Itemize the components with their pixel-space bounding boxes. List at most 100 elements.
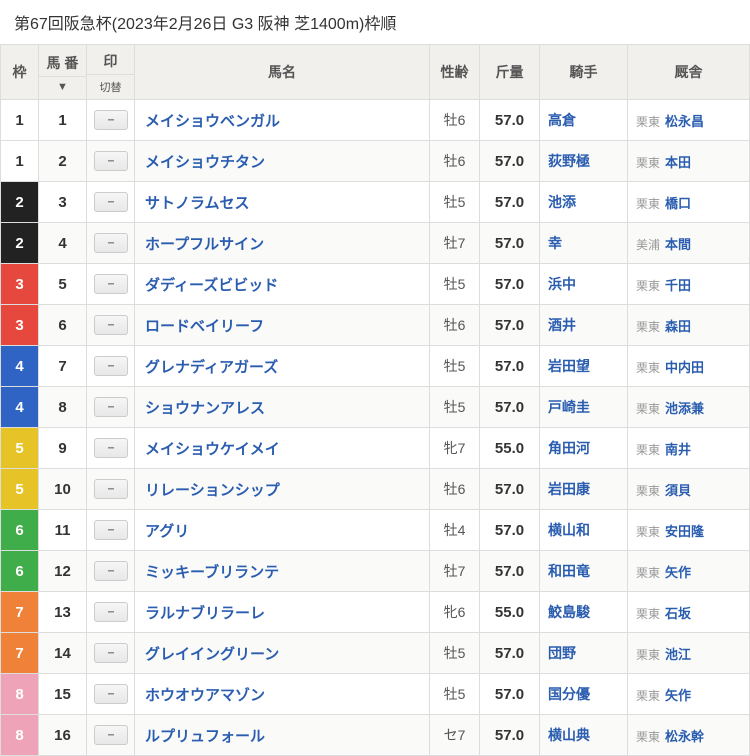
horse-link[interactable]: リレーションシップ bbox=[145, 482, 280, 499]
mark-cell[interactable]: -- bbox=[87, 305, 135, 346]
sexage-cell: 牡5 bbox=[430, 387, 480, 428]
trainer-link[interactable]: 本田 bbox=[665, 155, 691, 170]
sort-icon: ▼ bbox=[39, 76, 86, 97]
mark-button[interactable]: -- bbox=[94, 479, 128, 499]
mark-button[interactable]: -- bbox=[94, 725, 128, 745]
trainer-link[interactable]: 南井 bbox=[665, 442, 691, 457]
mark-cell[interactable]: -- bbox=[87, 592, 135, 633]
region-label: 栗東 bbox=[636, 484, 660, 498]
jockey-link[interactable]: 幸 bbox=[548, 235, 562, 251]
mark-cell[interactable]: -- bbox=[87, 551, 135, 592]
trainer-link[interactable]: 池添兼 bbox=[665, 401, 704, 416]
horse-link[interactable]: ロードベイリーフ bbox=[145, 318, 264, 335]
jockey-link[interactable]: 横山和 bbox=[548, 522, 590, 538]
horse-link[interactable]: ラルナブリラーレ bbox=[145, 605, 265, 622]
trainer-link[interactable]: 松永幹 bbox=[665, 729, 704, 744]
mark-button[interactable]: -- bbox=[94, 561, 128, 581]
mark-button[interactable]: -- bbox=[94, 356, 128, 376]
trainer-link[interactable]: 千田 bbox=[665, 278, 691, 293]
trainer-link[interactable]: 森田 bbox=[665, 319, 691, 334]
mark-cell[interactable]: -- bbox=[87, 141, 135, 182]
jockey-link[interactable]: 角田河 bbox=[548, 440, 590, 456]
trainer-link[interactable]: 本間 bbox=[665, 237, 691, 252]
sexage-cell: 牡6 bbox=[430, 469, 480, 510]
mark-cell[interactable]: -- bbox=[87, 715, 135, 756]
table-row: 23--サトノラムセス牡557.0池添栗東橋口 bbox=[1, 182, 750, 223]
trainer-link[interactable]: 須貝 bbox=[665, 483, 691, 498]
mark-cell[interactable]: -- bbox=[87, 510, 135, 551]
mark-button[interactable]: -- bbox=[94, 520, 128, 540]
horse-link[interactable]: ホープフルサイン bbox=[145, 236, 264, 253]
mark-cell[interactable]: -- bbox=[87, 264, 135, 305]
trainer-link[interactable]: 石坂 bbox=[665, 606, 691, 621]
mark-cell[interactable]: -- bbox=[87, 387, 135, 428]
col-mark[interactable]: 印 切替 bbox=[87, 45, 135, 100]
jockey-link[interactable]: 国分優 bbox=[548, 686, 590, 702]
num-cell: 2 bbox=[39, 141, 87, 182]
trainer-link[interactable]: 矢作 bbox=[665, 565, 691, 580]
mark-cell[interactable]: -- bbox=[87, 674, 135, 715]
horse-link[interactable]: メイショウケイメイ bbox=[145, 441, 280, 458]
jockey-link[interactable]: 横山典 bbox=[548, 727, 590, 743]
trainer-link[interactable]: 橋口 bbox=[665, 196, 691, 211]
jockey-link[interactable]: 岩田望 bbox=[548, 358, 590, 374]
sexage-cell: 牡5 bbox=[430, 633, 480, 674]
col-weight: 斤量 bbox=[480, 45, 540, 100]
mark-button[interactable]: -- bbox=[94, 110, 128, 130]
mark-cell[interactable]: -- bbox=[87, 633, 135, 674]
weight-cell: 57.0 bbox=[480, 182, 540, 223]
mark-button[interactable]: -- bbox=[94, 397, 128, 417]
mark-cell[interactable]: -- bbox=[87, 346, 135, 387]
horse-link[interactable]: サトノラムセス bbox=[145, 195, 250, 212]
jockey-link[interactable]: 高倉 bbox=[548, 112, 576, 128]
jockey-cell: 戸崎圭 bbox=[540, 387, 628, 428]
horse-name-cell: グレナディアガーズ bbox=[135, 346, 430, 387]
jockey-link[interactable]: 荻野極 bbox=[548, 153, 590, 169]
mark-button[interactable]: -- bbox=[94, 233, 128, 253]
trainer-link[interactable]: 池江 bbox=[665, 647, 691, 662]
jockey-link[interactable]: 浜中 bbox=[548, 276, 576, 292]
table-row: 611--アグリ牡457.0横山和栗東安田隆 bbox=[1, 510, 750, 551]
jockey-link[interactable]: 和田竜 bbox=[548, 563, 590, 579]
jockey-link[interactable]: 酒井 bbox=[548, 317, 576, 333]
horse-link[interactable]: ホウオウアマゾン bbox=[145, 687, 265, 704]
mark-toggle: 切替 bbox=[87, 74, 134, 99]
mark-button[interactable]: -- bbox=[94, 602, 128, 622]
jockey-cell: 角田河 bbox=[540, 428, 628, 469]
horse-link[interactable]: ショウナンアレス bbox=[145, 400, 265, 417]
sexage-cell: 牝6 bbox=[430, 592, 480, 633]
horse-link[interactable]: グレナディアガーズ bbox=[145, 359, 278, 376]
stable-cell: 美浦本間 bbox=[628, 223, 750, 264]
horse-link[interactable]: ダディーズビビッド bbox=[145, 277, 278, 294]
col-num[interactable]: 馬 番 ▼ bbox=[39, 45, 87, 100]
trainer-link[interactable]: 安田隆 bbox=[665, 524, 704, 539]
horse-link[interactable]: メイショウチタン bbox=[145, 154, 265, 171]
stable-cell: 栗東池江 bbox=[628, 633, 750, 674]
jockey-link[interactable]: 岩田康 bbox=[548, 481, 590, 497]
horse-link[interactable]: メイショウベンガル bbox=[145, 113, 280, 130]
mark-cell[interactable]: -- bbox=[87, 428, 135, 469]
jockey-link[interactable]: 池添 bbox=[548, 194, 576, 210]
horse-link[interactable]: グレイイングリーン bbox=[145, 646, 279, 663]
horse-link[interactable]: ルプリュフォール bbox=[145, 728, 265, 745]
jockey-link[interactable]: 団野 bbox=[548, 645, 576, 661]
mark-button[interactable]: -- bbox=[94, 315, 128, 335]
horse-link[interactable]: ミッキーブリランテ bbox=[145, 564, 279, 581]
mark-button[interactable]: -- bbox=[94, 274, 128, 294]
mark-button[interactable]: -- bbox=[94, 643, 128, 663]
mark-cell[interactable]: -- bbox=[87, 223, 135, 264]
trainer-link[interactable]: 矢作 bbox=[665, 688, 691, 703]
sexage-cell: 牡7 bbox=[430, 551, 480, 592]
mark-button[interactable]: -- bbox=[94, 684, 128, 704]
mark-button[interactable]: -- bbox=[94, 438, 128, 458]
jockey-link[interactable]: 鮫島駿 bbox=[548, 604, 590, 620]
jockey-link[interactable]: 戸崎圭 bbox=[548, 399, 590, 415]
trainer-link[interactable]: 松永昌 bbox=[665, 114, 704, 129]
horse-link[interactable]: アグリ bbox=[145, 523, 189, 540]
mark-cell[interactable]: -- bbox=[87, 182, 135, 223]
mark-button[interactable]: -- bbox=[94, 151, 128, 171]
mark-cell[interactable]: -- bbox=[87, 469, 135, 510]
mark-button[interactable]: -- bbox=[94, 192, 128, 212]
mark-cell[interactable]: -- bbox=[87, 100, 135, 141]
trainer-link[interactable]: 中内田 bbox=[665, 360, 704, 375]
